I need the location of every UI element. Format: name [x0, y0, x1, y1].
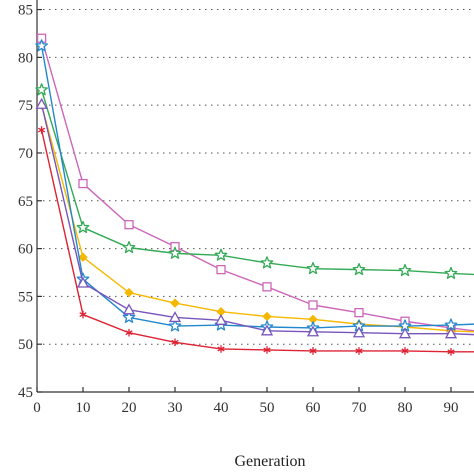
y-tick-label: 75 — [18, 98, 33, 114]
data-point — [352, 262, 366, 276]
data-point — [262, 311, 272, 322]
x-tick-label: 0 — [33, 400, 41, 416]
data-point — [354, 307, 364, 318]
data-point — [35, 97, 48, 109]
data-point — [398, 263, 412, 277]
series — [35, 97, 474, 339]
data-point — [262, 282, 272, 292]
data-point — [37, 126, 46, 134]
y-tick-label: 65 — [18, 194, 33, 210]
y-tick-labels: 45 50 55 60 65 70 75 80 85 — [18, 3, 33, 401]
series — [37, 126, 474, 356]
data-point — [214, 248, 228, 261]
x-tick-labels: 0 10 20 30 40 50 60 70 80 90 — [33, 400, 458, 416]
y-tick-label: 50 — [18, 337, 33, 353]
data-point — [306, 325, 320, 337]
series-line — [40, 104, 474, 336]
data-point — [35, 83, 48, 96]
data-point — [444, 327, 458, 339]
data-point — [76, 276, 90, 288]
data-point — [263, 346, 271, 354]
data-point — [260, 256, 274, 269]
x-tick-label: 70 — [352, 400, 367, 416]
data-point — [79, 310, 87, 319]
x-tick-label: 50 — [260, 400, 275, 416]
data-point — [168, 246, 182, 259]
data-point — [217, 345, 225, 353]
gridlines — [37, 9, 474, 345]
y-tick-label: 70 — [18, 146, 33, 162]
data-point — [352, 326, 366, 338]
data-point — [124, 287, 134, 298]
data-point — [355, 347, 363, 355]
data-point — [125, 328, 133, 337]
series — [35, 83, 474, 279]
data-point — [122, 310, 136, 323]
data-point — [447, 348, 455, 356]
data-series — [35, 33, 474, 356]
data-point — [35, 39, 48, 52]
x-axis-title: Generation — [234, 453, 305, 470]
data-point — [170, 298, 180, 308]
data-point — [260, 324, 274, 336]
data-point — [401, 347, 409, 355]
data-point — [171, 338, 179, 347]
x-tick-label: 30 — [168, 400, 183, 416]
y-tick-label: 45 — [18, 385, 33, 401]
data-point — [398, 327, 412, 339]
data-point — [309, 347, 317, 355]
series — [36, 100, 474, 336]
series-line — [40, 89, 474, 276]
series — [36, 33, 474, 333]
axes — [36, 0, 474, 393]
x-tick-label: 20 — [122, 400, 137, 416]
x-tick-label: 40 — [214, 400, 229, 416]
tick-marks — [36, 8, 452, 393]
data-point — [78, 178, 88, 189]
data-point — [444, 266, 458, 279]
data-point — [76, 220, 90, 234]
y-tick-label: 55 — [18, 289, 33, 305]
x-tick-label: 90 — [444, 400, 459, 416]
data-point — [308, 300, 318, 310]
series — [35, 39, 474, 334]
data-point — [122, 303, 136, 315]
data-point — [214, 313, 228, 325]
data-point — [168, 311, 182, 323]
x-tick-label: 60 — [306, 400, 321, 416]
data-point — [124, 220, 134, 230]
data-point — [168, 319, 182, 332]
y-tick-label: 85 — [18, 3, 33, 19]
y-tick-label: 80 — [18, 50, 33, 66]
data-point — [306, 262, 320, 275]
data-point — [78, 252, 88, 262]
y-tick-label: 60 — [18, 242, 33, 258]
data-point — [122, 240, 136, 254]
data-point — [216, 264, 226, 275]
series-line — [40, 38, 474, 332]
x-tick-label: 80 — [398, 400, 413, 416]
series-line — [40, 45, 474, 329]
x-tick-label: 10 — [76, 400, 91, 416]
